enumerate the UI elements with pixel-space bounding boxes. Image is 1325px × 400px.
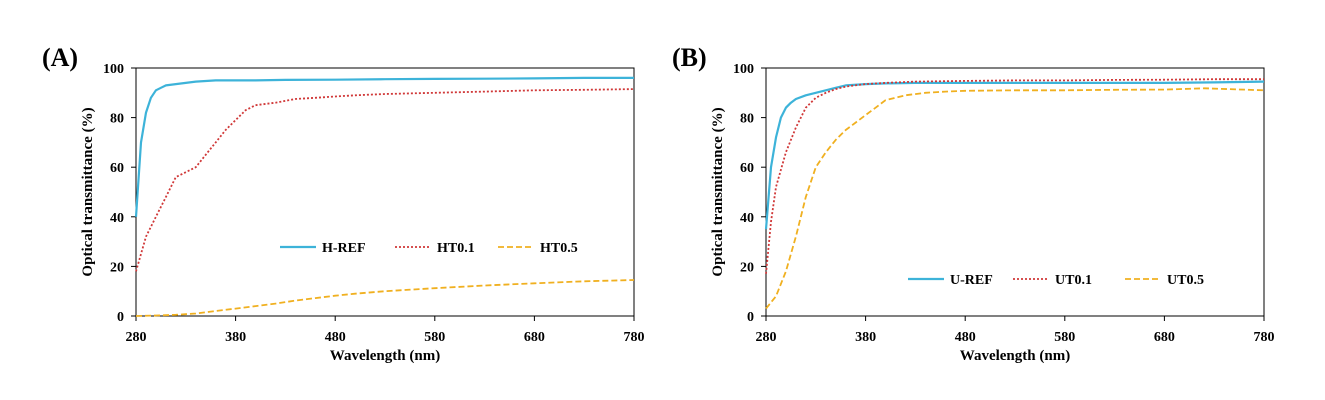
y-tick-label: 0 (117, 310, 124, 325)
y-tick-label: 100 (733, 62, 754, 77)
series-line-ut0.1 (765, 78, 1264, 274)
y-axis-title: Optical transmittance (%) (710, 107, 726, 276)
panel-label: (B) (672, 43, 707, 72)
x-tick-label: 680 (524, 330, 545, 345)
x-tick-label: 380 (225, 330, 246, 345)
x-tick-label: 780 (624, 330, 645, 345)
panel-label: (A) (42, 43, 78, 72)
x-tick-label: 380 (855, 330, 876, 345)
y-tick-label: 60 (740, 161, 754, 176)
x-tick-label: 280 (126, 330, 147, 345)
plot-frame (135, 67, 635, 317)
chart-panel-1: (B) 0 20 40 60 80 100 280 380 480 580 680 780 Wavelen… (672, 43, 1275, 364)
y-tick-label: 100 (103, 62, 124, 77)
legend-label: HT0.5 (540, 241, 578, 256)
y-tick-label: 80 (740, 112, 754, 127)
x-tick-label: 480 (955, 330, 976, 345)
series-line-u-ref (764, 80, 1265, 230)
series-line-h-ref (134, 76, 634, 217)
legend-label: U-REF (950, 273, 993, 288)
series-line-ht0.1 (135, 88, 635, 272)
y-tick-label: 0 (747, 310, 754, 325)
y-tick-label: 20 (740, 260, 754, 275)
x-tick-label: 680 (1154, 330, 1175, 345)
y-axis-title: Optical transmittance (%) (80, 107, 96, 276)
y-tick-label: 80 (110, 112, 124, 127)
x-axis-title: Wavelength (nm) (960, 348, 1070, 364)
y-tick-label: 40 (110, 211, 124, 226)
series-line-ht0.5 (135, 279, 635, 317)
legend-label: HT0.1 (437, 241, 475, 256)
x-tick-label: 280 (756, 330, 777, 345)
y-tick-label: 20 (110, 260, 124, 275)
x-tick-label: 780 (1254, 330, 1275, 345)
legend-label: H-REF (322, 241, 366, 256)
y-tick-label: 40 (740, 211, 754, 226)
chart-panel-0: (A) 0 20 40 60 80 100 280 380 480 580 680 780 Wavelen… (42, 43, 645, 364)
legend-label: UT0.5 (1167, 273, 1204, 288)
x-tick-label: 580 (1054, 330, 1075, 345)
legend-label: UT0.1 (1055, 273, 1092, 288)
x-tick-label: 580 (424, 330, 445, 345)
plot-frame (765, 67, 1265, 317)
x-tick-label: 480 (325, 330, 346, 345)
series-line-ut0.5 (765, 87, 1265, 310)
x-axis-title: Wavelength (nm) (330, 348, 440, 364)
y-tick-label: 60 (110, 161, 124, 176)
